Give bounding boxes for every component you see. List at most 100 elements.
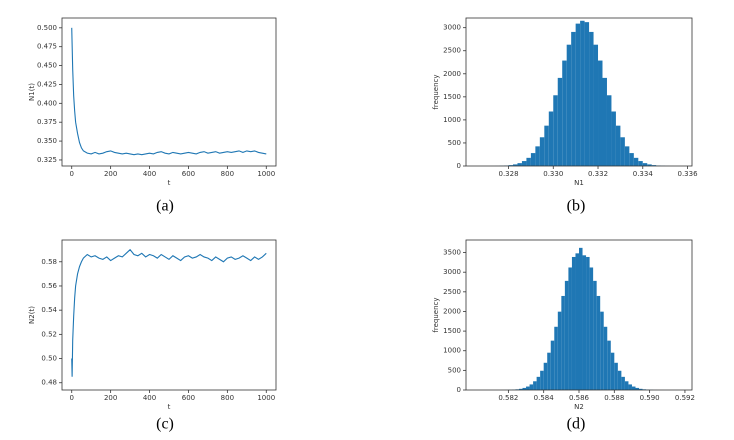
x-tick-label: 0.582 [498,394,518,402]
caption: (c) [156,416,174,433]
caption: (d) [567,416,586,433]
histogram-bar [582,255,587,390]
histogram-bar [647,164,652,166]
histogram-bar [535,146,540,166]
y-tick-label: 0.56 [41,282,57,290]
y-tick-label: 0.350 [37,137,57,145]
y-tick-label: 1500 [443,93,461,101]
y-tick-label: 3000 [443,268,461,276]
histogram-bar [610,352,615,390]
histogram-bar [539,137,545,166]
histogram-bar [642,163,648,166]
x-tick-label: 0.592 [675,394,695,402]
histogram-bar [557,77,563,166]
histogram-bar [589,31,594,167]
histogram-bar [530,153,536,166]
histogram-bar [544,125,549,166]
axes-frame [61,239,277,391]
histogram-bar [562,60,567,166]
y-tick-label: 0.50 [41,355,57,363]
histogram-bar [550,340,555,390]
histogram-bar [522,387,527,390]
x-tick-label: 0.590 [640,394,660,402]
histogram-bar [557,311,562,390]
x-tick-label: 800 [221,170,234,178]
histogram-bar [547,352,551,390]
x-tick-label: 800 [221,394,234,402]
x-tick-label: 1000 [257,394,275,402]
y-tick-label: 1500 [443,327,461,335]
x-tick-label: 1000 [257,170,275,178]
x-axis-label: t [168,403,171,411]
y-tick-label: 0.52 [41,330,57,338]
y-tick-label: 2000 [443,307,461,315]
histogram-bar [533,381,537,390]
histogram-bar [621,376,625,390]
x-tick-label: 200 [104,394,117,402]
y-axis-label: N2(t) [28,306,36,324]
histogram-bar [628,384,632,390]
x-axis-label: t [168,179,171,187]
y-tick-label: 0 [457,162,461,170]
histogram-bar [512,164,518,166]
histogram-bar [508,165,513,166]
y-tick-label: 0.325 [37,156,57,164]
y-tick-label: 0.54 [41,306,57,314]
histogram-bar [615,125,621,166]
histogram-bar [631,386,636,390]
x-tick-label: 0.334 [633,170,654,178]
histogram-bar [518,388,523,390]
y-tick-label: 0.375 [37,118,57,126]
y-tick-label: 0 [457,386,461,394]
histogram-bar [540,370,544,390]
histogram-bar [517,163,522,166]
histogram-bar [638,161,643,166]
histogram-bar [593,280,597,390]
axes-frame [465,17,693,167]
histogram-bar [548,111,554,166]
histogram-bar [580,20,585,166]
histogram-bar [629,153,634,166]
histogram-bar [624,146,630,166]
data-line [71,248,267,377]
histogram-bar [526,157,531,166]
caption: (a) [156,198,174,215]
axes-frame [61,17,277,167]
x-tick-label: 0 [69,394,73,402]
y-tick-label: 0.425 [37,80,57,88]
histogram-bar [589,267,594,390]
x-tick-label: 600 [182,394,195,402]
histogram-bar [571,256,576,390]
y-tick-label: 0.500 [37,24,57,32]
histogram-bar [593,44,599,166]
x-axis-label: N2 [574,403,584,411]
histogram-bar [579,247,583,390]
histogram-bar [651,165,657,166]
x-tick-label: 0.588 [604,394,624,402]
y-tick-label: 3500 [443,249,461,257]
histogram-bar [614,362,618,390]
y-axis-label: N1(t) [28,83,36,101]
histogram-bar [586,256,590,390]
x-tick-label: 0.330 [543,170,563,178]
x-tick-label: 0.586 [569,394,590,402]
y-axis-label: frequency [432,297,440,332]
y-axis-label: frequency [432,74,440,109]
y-tick-label: 1000 [443,347,461,355]
caption: (b) [567,198,586,215]
y-tick-label: 0.400 [37,99,57,107]
histogram-bar [568,267,572,390]
histogram-bar [617,370,622,390]
histogram-bar [554,326,558,390]
x-axis-label: N1 [574,179,584,187]
histogram-bar [639,388,643,390]
y-tick-label: 2000 [443,70,461,78]
histogram-bar [529,384,534,390]
x-tick-label: 0 [69,170,73,178]
x-tick-label: 0.336 [678,170,699,178]
x-tick-label: 400 [143,394,156,402]
histogram-bar [553,95,558,166]
histogram-bar [536,376,541,390]
x-tick-label: 0.332 [588,170,608,178]
